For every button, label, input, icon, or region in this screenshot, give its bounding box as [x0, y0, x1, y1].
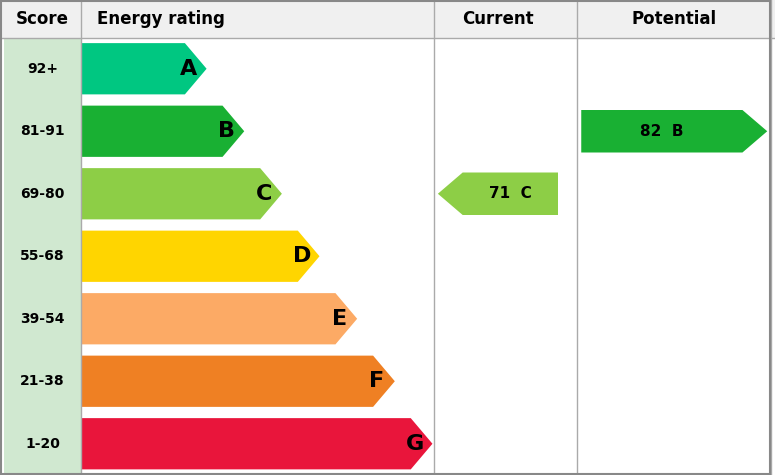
Bar	[4, 225, 81, 287]
Text: F: F	[370, 371, 384, 391]
Bar	[4, 100, 81, 162]
Polygon shape	[81, 231, 319, 282]
Bar	[4, 412, 81, 475]
Text: E: E	[332, 309, 347, 329]
Polygon shape	[81, 356, 394, 407]
Text: Energy rating: Energy rating	[97, 10, 225, 28]
Text: C: C	[256, 184, 272, 204]
Text: 92+: 92+	[27, 62, 58, 76]
Text: 1-20: 1-20	[25, 437, 60, 451]
Text: B: B	[218, 121, 235, 141]
Text: 39-54: 39-54	[20, 312, 65, 326]
Bar	[4, 350, 81, 412]
Polygon shape	[81, 168, 282, 219]
Text: 71  C: 71 C	[489, 186, 532, 201]
Text: A: A	[180, 59, 198, 79]
Text: 69-80: 69-80	[20, 187, 65, 201]
Text: Score: Score	[16, 10, 69, 28]
Bar	[4, 162, 81, 225]
Polygon shape	[438, 172, 558, 215]
Bar	[4, 287, 81, 350]
Polygon shape	[81, 418, 432, 469]
Bar	[4, 38, 81, 100]
Text: 55-68: 55-68	[20, 249, 65, 263]
Text: D: D	[292, 246, 311, 266]
Bar	[0, 0, 775, 38]
Polygon shape	[581, 110, 767, 152]
Text: 82  B: 82 B	[640, 124, 684, 139]
Text: 81-91: 81-91	[20, 124, 65, 138]
Text: Potential: Potential	[632, 10, 717, 28]
Text: Current: Current	[462, 10, 534, 28]
Text: 21-38: 21-38	[20, 374, 65, 388]
Polygon shape	[81, 105, 244, 157]
Text: G: G	[405, 434, 424, 454]
Polygon shape	[81, 43, 207, 95]
Polygon shape	[81, 293, 357, 344]
